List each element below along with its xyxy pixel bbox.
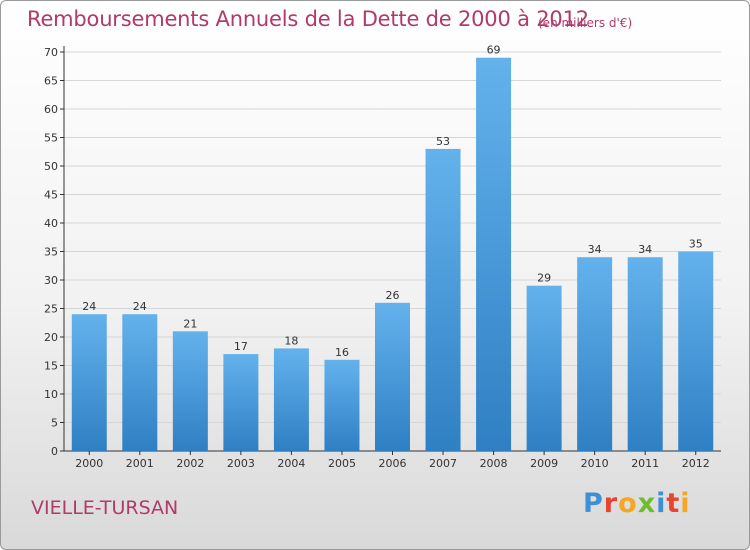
x-tick-label: 2004 [277,457,305,470]
commune-name: VIELLE-TURSAN [31,497,179,519]
bar [324,359,360,451]
bars [71,57,714,451]
x-tick-label: 2009 [530,457,558,470]
x-tick-label: 2012 [682,457,710,470]
y-tick-label: 20 [44,331,58,344]
bar [273,348,309,451]
bar [122,314,158,451]
x-tick-label: 2001 [126,457,154,470]
bar [425,148,461,451]
proxiti-logo: Proxiti [583,488,691,519]
y-tick-label: 40 [44,217,58,230]
y-tick-label: 15 [44,360,58,373]
bar-value-label: 16 [335,346,349,359]
logo-letter: i [680,488,691,519]
logo-letter: o [618,488,638,519]
bar [375,302,410,451]
y-tick-label: 60 [44,103,58,116]
bar [223,354,259,451]
x-tick-label: 2006 [379,457,407,470]
chart-unit-label: (en milliers d'€) [538,16,633,30]
y-tick-label: 25 [44,303,58,316]
logo-letter: x [637,488,657,519]
bar-value-label: 34 [638,243,652,256]
bar-value-label: 26 [386,289,400,302]
x-tick-label: 2000 [75,457,103,470]
y-tick-label: 35 [44,246,58,259]
y-tick-label: 0 [51,445,58,458]
bar [71,314,107,451]
logo-letter: r [603,488,619,519]
y-tick-label: 50 [44,160,58,173]
x-tick-label: 2010 [581,457,609,470]
y-tick-label: 5 [51,417,58,430]
bar-value-label: 18 [284,334,298,347]
bar-value-label: 69 [487,44,501,57]
x-tick-label: 2008 [480,457,508,470]
y-tick-label: 55 [44,132,58,145]
bar-value-label: 34 [588,243,602,256]
x-tick-label: 2011 [631,457,659,470]
bar-value-label: 35 [689,238,703,251]
bar-value-label: 53 [436,135,450,148]
labels: 0 5 10 15 20 25 30 35 40 45 50 55 60 65 70 24 2000 24 2001… [44,44,710,470]
y-tick-label: 70 [44,46,58,59]
bar [678,251,714,451]
y-tick-label: 65 [44,75,58,88]
x-tick-label: 2005 [328,457,356,470]
x-tick-label: 2007 [429,457,457,470]
x-tick-label: 2003 [227,457,255,470]
bar [172,331,208,451]
logo-letter: i [656,488,667,519]
bar-value-label: 29 [537,272,551,285]
logo-letter: P [583,488,604,519]
logo-letter: t [666,488,681,519]
y-tick-label: 30 [44,274,58,287]
bar [627,257,663,451]
bar [526,285,562,451]
bar-value-label: 24 [82,300,96,313]
bar-value-label: 24 [133,300,147,313]
x-tick-label: 2002 [176,457,204,470]
bar-value-label: 17 [234,340,248,353]
chart-title: Remboursements Annuels de la Dette de 20… [27,7,589,31]
y-tick-label: 45 [44,189,58,202]
bar-value-label: 21 [183,317,197,330]
bar [476,57,512,451]
y-tick-label: 10 [44,388,58,401]
bar [577,257,613,451]
